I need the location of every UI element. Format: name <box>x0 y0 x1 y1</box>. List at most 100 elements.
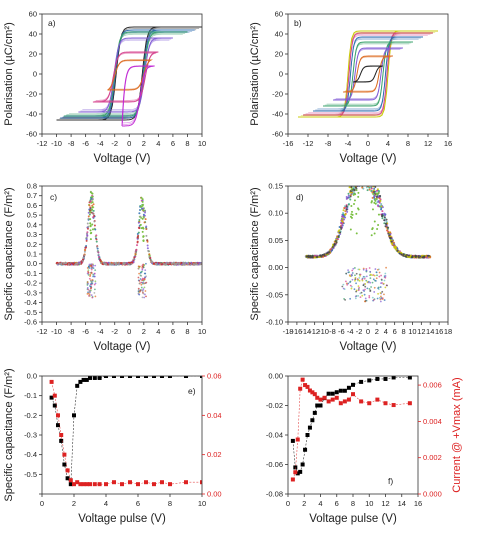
data-point <box>350 210 353 213</box>
x-tick-label: -12 <box>37 139 48 148</box>
x-tick-label: -8 <box>68 327 75 336</box>
data-point <box>365 174 367 176</box>
data-point <box>375 277 378 280</box>
data-point <box>59 433 64 437</box>
x-tick-label: -10 <box>51 139 62 148</box>
data-point <box>184 376 188 378</box>
data-point <box>318 403 323 408</box>
data-point <box>350 180 352 182</box>
data-point <box>350 213 353 216</box>
data-point <box>78 379 83 384</box>
y-tick-label: -0.6 <box>24 318 37 327</box>
y-tick-label: -60 <box>272 130 283 139</box>
data-point <box>363 166 365 168</box>
series-line <box>308 35 428 113</box>
data-point <box>310 418 315 423</box>
data-point <box>323 253 326 256</box>
data-point <box>160 376 164 378</box>
y2-tick-label: 0.06 <box>207 372 222 381</box>
data-point <box>137 287 140 290</box>
data-point <box>133 256 136 259</box>
data-point <box>380 295 382 298</box>
data-point <box>362 275 365 278</box>
data-point <box>363 170 365 172</box>
data-point <box>357 175 359 177</box>
data-point <box>377 292 379 295</box>
data-point <box>357 171 359 173</box>
y-tick-label: 0.0 <box>27 259 37 268</box>
y2-tick-label: 0.002 <box>423 453 442 462</box>
data-point <box>338 388 343 393</box>
data-point <box>345 195 348 198</box>
data-point <box>91 206 94 209</box>
y-tick-label: 20 <box>275 50 283 59</box>
data-point <box>165 261 168 264</box>
data-point <box>357 195 360 198</box>
data-point <box>315 403 320 408</box>
data-point <box>365 275 368 278</box>
data-point <box>318 397 323 402</box>
data-point <box>315 395 320 400</box>
data-point <box>89 224 92 227</box>
plot-frame <box>287 185 449 323</box>
data-point <box>365 182 367 184</box>
data-point <box>342 209 345 212</box>
data-point <box>93 275 96 278</box>
data-point <box>364 297 367 300</box>
data-point <box>361 175 363 177</box>
data-point <box>134 253 137 256</box>
data-point <box>141 290 144 293</box>
data-point <box>91 296 94 299</box>
data-point <box>353 203 356 206</box>
data-point <box>402 253 405 256</box>
data-point <box>368 186 371 189</box>
y-tick-label: 0.3 <box>27 230 37 239</box>
data-point <box>346 210 349 213</box>
data-point <box>360 179 362 181</box>
data-point <box>374 268 377 270</box>
data-point <box>121 263 124 266</box>
data-point <box>405 255 408 258</box>
data-point <box>385 266 387 269</box>
data-point <box>290 438 295 443</box>
data-point <box>96 245 99 248</box>
data-point <box>380 282 382 285</box>
series-line <box>303 32 433 116</box>
data-point <box>372 192 375 195</box>
data-point <box>358 268 361 271</box>
data-point <box>145 295 147 298</box>
data-point <box>351 392 355 397</box>
x-tick-label: 12 <box>381 499 389 508</box>
data-point <box>380 274 382 277</box>
data-point <box>136 233 139 236</box>
data-point <box>414 255 417 258</box>
data-point <box>357 184 359 186</box>
data-point <box>170 262 173 265</box>
data-point <box>350 178 352 180</box>
data-point <box>362 182 364 184</box>
data-point <box>349 198 352 201</box>
data-point <box>380 208 383 211</box>
data-point <box>361 178 363 180</box>
data-point <box>86 234 89 237</box>
data-point <box>360 169 362 171</box>
data-point <box>83 250 86 253</box>
data-point <box>349 281 351 284</box>
data-point <box>148 255 151 258</box>
data-point <box>97 255 100 258</box>
data-point <box>350 188 353 191</box>
data-point <box>367 174 369 176</box>
panel-tag: c) <box>50 192 57 202</box>
data-point <box>340 227 343 230</box>
data-point <box>380 278 383 281</box>
data-point <box>356 182 358 184</box>
plot-frame <box>41 185 203 323</box>
x-tick-label: -4 <box>345 139 352 148</box>
data-point <box>334 240 337 243</box>
panel-tag: d) <box>296 192 304 202</box>
data-point <box>372 278 375 281</box>
data-point <box>366 179 368 181</box>
data-point <box>374 180 376 182</box>
data-point <box>350 273 353 276</box>
